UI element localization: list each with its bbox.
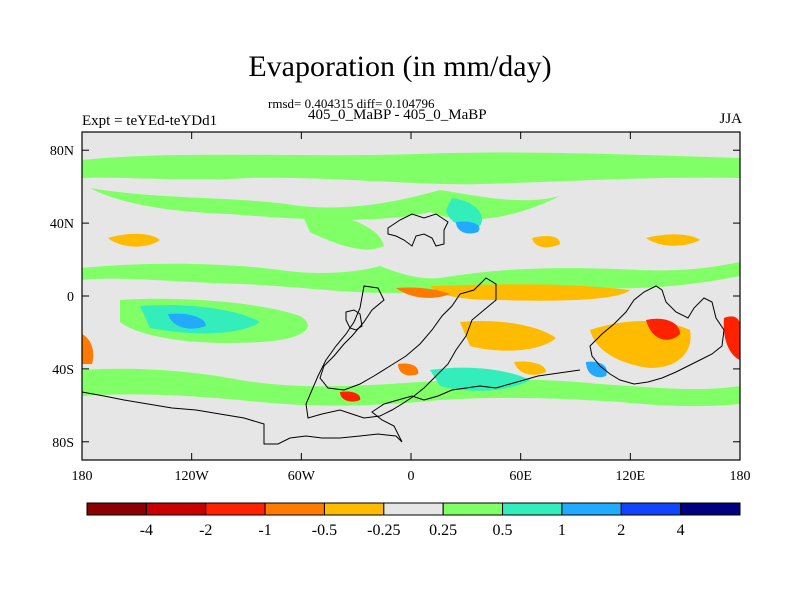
stats-label: rmsd= 0.404315 diff= 0.104796 bbox=[268, 96, 435, 111]
contour-negative-patch-north-1 bbox=[108, 233, 160, 247]
experiment-label: Expt = teYEd-teYDd1 bbox=[82, 113, 218, 129]
contour-strong-negative-equator bbox=[396, 287, 450, 298]
colorbar-swatch bbox=[442, 502, 504, 516]
contour-negative-west-edge bbox=[82, 334, 94, 364]
lon-tick-label: 180 bbox=[72, 469, 93, 484]
continent-outline-antarctica bbox=[81, 369, 581, 445]
colorbar-label: -4 bbox=[140, 522, 153, 539]
contour-blue-south-1 bbox=[586, 361, 607, 378]
colorbar-label: 0.5 bbox=[493, 522, 513, 539]
lon-tick-label: 120W bbox=[175, 469, 210, 484]
lat-tick-label: 40N bbox=[50, 217, 74, 232]
contour-negative-east-edge bbox=[723, 316, 740, 360]
colorbar-label: 0.25 bbox=[429, 522, 457, 539]
colorbar-swatch bbox=[383, 502, 444, 516]
contour-negative-patch-north-3 bbox=[646, 234, 700, 246]
colorbar-swatch bbox=[620, 502, 682, 516]
contour-positive-arc bbox=[90, 188, 560, 220]
colorbar: -4 -2 -1 -0.5 -0.25 0.25 0.5 1 2 4 bbox=[86, 502, 741, 539]
lat-tick-label: 80S bbox=[52, 436, 74, 451]
contour-negative-south-3 bbox=[340, 391, 361, 402]
lon-tick-label: 60E bbox=[509, 469, 532, 484]
contour-strong-negative-indian bbox=[646, 318, 680, 340]
lon-tick-label: 60W bbox=[288, 469, 316, 484]
colorbar-label: 4 bbox=[677, 522, 685, 539]
lat-tick-label: 80N bbox=[50, 144, 74, 159]
continent-outline-australia bbox=[589, 285, 725, 385]
colorbar-swatch bbox=[264, 502, 325, 516]
latitude-axis: 80N 40N 0 40S 80S bbox=[50, 144, 740, 451]
colorbar-label: -2 bbox=[199, 522, 212, 539]
longitude-axis: 180 120W 60W 0 60E 120E 180 bbox=[72, 132, 751, 484]
contour-positive-band-north bbox=[82, 152, 740, 185]
contour-positive-south-band bbox=[82, 368, 740, 407]
map-background bbox=[82, 132, 740, 460]
colorbar-swatch bbox=[680, 502, 741, 516]
lon-tick-label: 120E bbox=[616, 469, 646, 484]
colorbar-label: -0.25 bbox=[367, 522, 400, 539]
contour-negative-south-1 bbox=[514, 361, 546, 375]
contour-negative-south-2 bbox=[398, 363, 419, 376]
colorbar-swatch bbox=[145, 502, 207, 516]
continent-outline-north bbox=[387, 213, 449, 247]
colorbar-label: -1 bbox=[258, 522, 271, 539]
colorbar-swatch bbox=[323, 502, 385, 516]
contour-field bbox=[82, 152, 740, 407]
colorbar-label: -0.5 bbox=[312, 522, 337, 539]
coastline-outlines bbox=[81, 213, 725, 445]
colorbar-swatch bbox=[205, 502, 266, 516]
contour-blue-pacific-south bbox=[168, 313, 206, 329]
season-label: JJA bbox=[719, 111, 742, 127]
colorbar-label: 2 bbox=[617, 522, 625, 539]
contour-blue-patch-north bbox=[456, 221, 480, 234]
contour-cyan-patch-north bbox=[446, 198, 482, 228]
contour-negative-atlantic bbox=[460, 320, 556, 351]
subtitle-label: 405_0_MaBP - 405_0_MaBP bbox=[308, 107, 487, 123]
lat-tick-label: 40S bbox=[52, 363, 74, 378]
colorbar-swatch bbox=[502, 502, 563, 516]
colorbar-swatch bbox=[86, 502, 147, 516]
chart-title: Evaporation (in mm/day) bbox=[248, 50, 552, 83]
colorbar-label: 1 bbox=[558, 522, 566, 539]
colorbar-swatch bbox=[561, 502, 622, 516]
map-plot-area: 80N 40N 0 40S 80S 180 120W 60W 0 60E 120E 180 bbox=[50, 131, 751, 484]
lon-tick-label: 180 bbox=[730, 469, 751, 484]
contour-negative-patch-north-2 bbox=[532, 236, 560, 248]
contour-negative-equator-east bbox=[430, 284, 630, 301]
lon-tick-label: 0 bbox=[408, 469, 415, 484]
lat-tick-label: 0 bbox=[67, 290, 74, 305]
contour-positive-patch-nw bbox=[300, 210, 384, 250]
continent-outline-africa bbox=[305, 277, 497, 419]
